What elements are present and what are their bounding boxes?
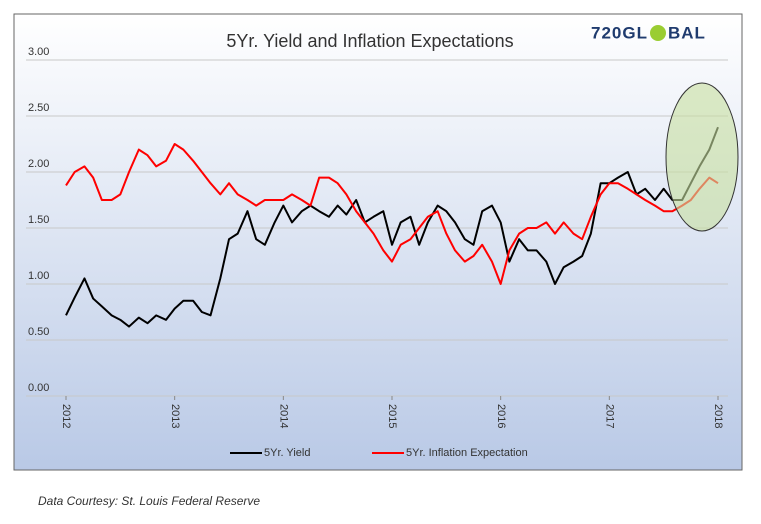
y-tick-label: 2.50 (28, 102, 49, 114)
y-tick-label: 1.00 (28, 270, 49, 282)
highlight-ellipse (665, 82, 739, 232)
y-tick-label: 0.00 (28, 382, 49, 394)
legend-label: 5Yr. Yield (264, 447, 310, 459)
brand-icon (650, 25, 666, 41)
x-tick-label: 2017 (603, 404, 615, 428)
legend-label: 5Yr. Inflation Expectation (406, 447, 528, 459)
chart-title: 5Yr. Yield and Inflation Expectations (226, 31, 513, 51)
y-tick-label: 1.50 (28, 214, 49, 226)
x-tick-label: 2015 (386, 404, 398, 428)
y-tick-label: 0.50 (28, 326, 49, 338)
x-tick-label: 2016 (495, 404, 507, 428)
y-tick-label: 2.00 (28, 158, 49, 170)
brand: 720GL (591, 23, 648, 42)
x-tick-label: 2014 (277, 404, 289, 428)
series-line (65, 143, 719, 285)
source: Data Courtesy: St. Louis Federal Reserve (38, 494, 260, 508)
plot: 0.00 0.50 1.00 1.50 2.00 2.50 3.00 2012 2013 2014… (26, 46, 728, 459)
x-tick-label: 2013 (169, 404, 181, 428)
x-tick-label: 2018 (712, 404, 724, 428)
x-tick-label: 2012 (60, 404, 72, 428)
brand: BAL (668, 23, 706, 42)
y-tick-label: 3.00 (28, 46, 49, 58)
